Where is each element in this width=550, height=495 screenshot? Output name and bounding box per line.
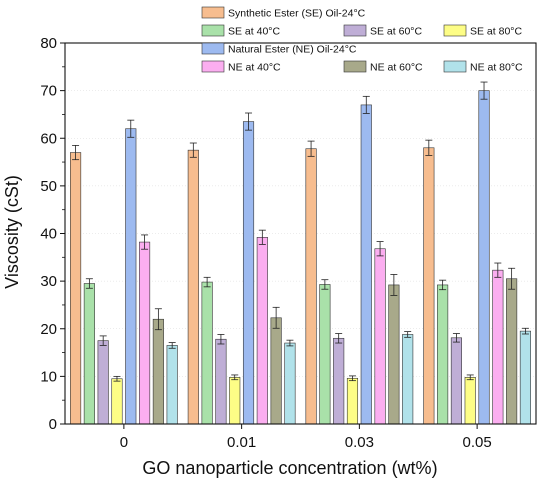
x-axis-title: GO nanoparticle concentration (wt%) bbox=[142, 458, 437, 478]
legend-swatch bbox=[201, 24, 225, 37]
y-tick-label: 60 bbox=[40, 130, 57, 147]
legend-label: Natural Ester (NE) Oil-24°C bbox=[228, 44, 357, 56]
legend-label: NE at 40°C bbox=[228, 62, 281, 74]
legend-swatch bbox=[201, 60, 225, 73]
x-tick-label: 0.05 bbox=[463, 434, 492, 451]
y-tick-label: 40 bbox=[40, 226, 57, 243]
bar bbox=[229, 377, 241, 425]
y-axis-title: Viscosity (cSt) bbox=[2, 175, 22, 289]
legend: Synthetic Ester (SE) Oil-24°C SE at 40°C S… bbox=[201, 6, 523, 74]
bar bbox=[242, 121, 255, 425]
legend-swatch bbox=[443, 24, 467, 37]
legend-label: SE at 60°C bbox=[370, 26, 422, 38]
bar bbox=[506, 278, 518, 425]
x-tick-label: 0 bbox=[120, 434, 128, 451]
legend-label: SE at 40°C bbox=[228, 26, 280, 38]
bar bbox=[423, 147, 435, 425]
bar bbox=[402, 334, 414, 425]
legend-label: NE at 80°C bbox=[470, 62, 523, 74]
bar bbox=[111, 378, 123, 425]
bar bbox=[478, 90, 490, 425]
bar bbox=[305, 148, 317, 425]
y-tick-label: 20 bbox=[40, 321, 57, 338]
legend-swatch bbox=[201, 42, 225, 55]
y-tick-label: 10 bbox=[40, 368, 57, 385]
legend-label: SE at 80°C bbox=[470, 26, 522, 38]
bar bbox=[83, 283, 95, 425]
legend-swatch bbox=[201, 6, 225, 19]
bar bbox=[166, 345, 178, 425]
y-tick-label: 30 bbox=[40, 273, 57, 290]
bar bbox=[152, 318, 164, 425]
y-tick-label: 70 bbox=[40, 83, 57, 100]
bar bbox=[360, 104, 372, 425]
bar bbox=[437, 284, 449, 425]
y-tick-label: 0 bbox=[49, 416, 57, 433]
y-tick-label: 50 bbox=[40, 178, 57, 195]
bar bbox=[319, 284, 331, 425]
bar bbox=[215, 338, 227, 425]
bar bbox=[201, 281, 213, 425]
x-tick-label: 0.01 bbox=[227, 434, 256, 451]
bar bbox=[139, 241, 151, 425]
legend-label: NE at 60°C bbox=[370, 62, 423, 74]
axes-layer: 0 0.01 0.03 0.05 0 10 20 30 40 50 60 70 80 bbox=[40, 35, 537, 451]
bar bbox=[187, 149, 199, 425]
legend-swatch bbox=[443, 60, 467, 73]
bar bbox=[97, 340, 109, 425]
bar bbox=[450, 337, 462, 425]
bars-layer bbox=[70, 81, 531, 425]
legend-label: Synthetic Ester (SE) Oil-24°C bbox=[228, 8, 366, 20]
bar bbox=[333, 337, 345, 425]
bar bbox=[374, 248, 386, 425]
bar bbox=[284, 342, 296, 425]
bar bbox=[125, 128, 137, 425]
bar bbox=[70, 152, 82, 425]
x-tick-label: 0.03 bbox=[345, 434, 374, 451]
bar bbox=[492, 269, 504, 425]
bar bbox=[270, 317, 282, 425]
bar bbox=[346, 377, 359, 425]
bar bbox=[256, 237, 268, 425]
legend-swatch bbox=[343, 60, 367, 73]
legend-swatch bbox=[343, 24, 367, 37]
bar bbox=[519, 330, 531, 425]
y-tick-label: 80 bbox=[40, 35, 57, 52]
bar bbox=[388, 284, 400, 425]
bar bbox=[464, 377, 476, 425]
